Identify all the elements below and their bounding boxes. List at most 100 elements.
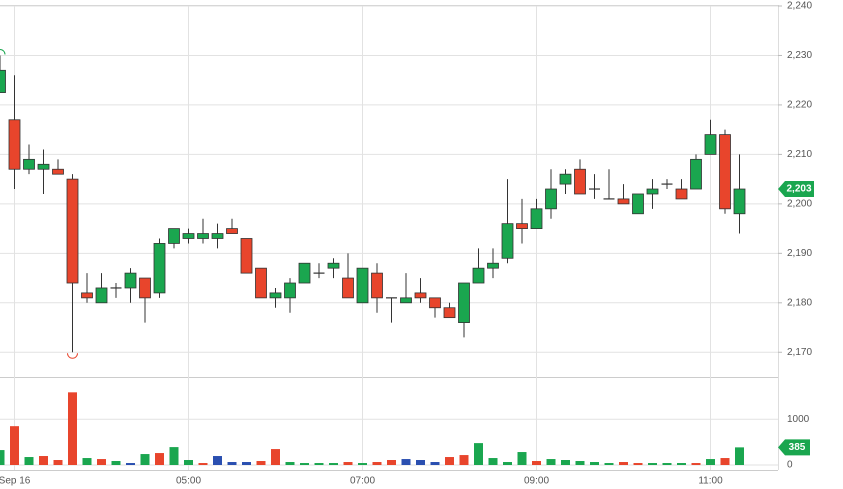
last-volume-label: 385: [789, 442, 806, 453]
y-tick-label: 2,180: [787, 297, 812, 308]
candle-body: [240, 238, 253, 274]
volume-bar: [227, 462, 237, 465]
candle-body: [356, 267, 369, 304]
y-tick-label: 2,210: [787, 149, 812, 160]
y-tick-label: 2,220: [787, 100, 812, 111]
candle-body: [574, 168, 586, 195]
candle-body: [342, 277, 354, 299]
candle-body: [632, 193, 644, 215]
volume-bar: [372, 462, 382, 465]
y-tick-label: 2,230: [787, 50, 812, 61]
volume-bar: [300, 463, 309, 465]
volume-bar: [242, 462, 251, 465]
candle-body: [617, 198, 630, 205]
candle-body: [719, 134, 731, 210]
volume-bar: [198, 463, 208, 465]
volume-bar: [691, 463, 701, 465]
candle-body: [516, 223, 528, 230]
candle-body: [298, 262, 311, 284]
candle-body: [37, 163, 50, 170]
candle-body: [733, 188, 746, 215]
candle-body: [81, 292, 93, 299]
candle-body: [501, 223, 514, 259]
volume-bar: [169, 447, 179, 465]
candle-body: [690, 158, 702, 190]
candle-body: [66, 178, 79, 284]
candle-body: [52, 168, 64, 175]
candle-body: [371, 272, 383, 299]
candle-body: [284, 282, 296, 299]
x-tick-label: 11:00: [698, 476, 723, 487]
y-tick-label: 1000: [787, 414, 810, 425]
volume-bar: [213, 456, 222, 465]
last-price-badge: [778, 181, 814, 198]
volume-bar: [517, 452, 527, 465]
volume-bar: [24, 457, 34, 465]
volume-bar: [416, 460, 425, 465]
last-volume-badge: [778, 439, 810, 456]
candle-body: [545, 188, 557, 210]
volume-bar: [401, 459, 411, 465]
high-marker: [0, 49, 6, 55]
y-tick-label: 2,170: [787, 347, 812, 358]
volume-bar: [314, 463, 324, 465]
candle-body: [458, 282, 470, 323]
volume-bar: [329, 463, 338, 465]
volume-bar: [590, 462, 599, 465]
volume-bar: [126, 463, 135, 465]
volume-bar: [604, 463, 614, 465]
candle-body: [646, 188, 659, 195]
volume-bar: [111, 461, 121, 465]
candle-body: [182, 233, 195, 239]
volume-bar: [97, 459, 106, 465]
volume-bar: [575, 461, 585, 465]
volume-bar: [532, 461, 541, 465]
candle-body: [168, 228, 180, 244]
volume-bar: [430, 462, 440, 465]
volume-bar: [677, 463, 686, 465]
volume-bar: [662, 463, 672, 465]
volume-bar: [546, 459, 556, 465]
candle-body: [704, 134, 717, 155]
volume-bar: [140, 454, 150, 465]
candle-body: [443, 307, 456, 319]
candle-body: [211, 233, 224, 239]
y-tick-label: 0: [787, 460, 793, 471]
volume-bar: [184, 460, 193, 465]
volume-bar: [474, 443, 483, 465]
candle-body: [429, 297, 441, 309]
y-tick-label: 2,200: [787, 199, 812, 210]
candle-body: [197, 233, 209, 239]
candle-body: [487, 262, 499, 269]
y-tick-label: 2,190: [787, 248, 812, 259]
volume-bar: [648, 463, 657, 465]
volume-bar: [256, 461, 266, 465]
candle-body: [675, 188, 688, 200]
x-tick-label: 05:00: [176, 476, 201, 487]
volume-bar: [633, 463, 643, 465]
volume-bar: [488, 458, 498, 465]
candle-body: [153, 243, 166, 294]
volume-bar: [155, 453, 164, 465]
candle-body: [8, 119, 21, 170]
candle-body: [400, 297, 412, 304]
volume-bar: [706, 459, 715, 465]
low-marker: [67, 353, 78, 359]
candle-body: [124, 272, 137, 289]
volume-bar: [720, 458, 730, 465]
volume-bar: [10, 426, 19, 465]
x-tick-label: 07:00: [350, 476, 375, 487]
candle-body: [255, 267, 267, 299]
candle-body: [472, 267, 485, 284]
candle-body: [139, 277, 151, 299]
candle-body: [226, 228, 238, 234]
volume-bar: [68, 392, 77, 465]
last-price-label: 2,203: [786, 184, 811, 195]
volume-bar: [271, 449, 280, 465]
candle-body: [0, 69, 6, 93]
candle-body: [530, 208, 543, 230]
volume-bar: [387, 460, 396, 465]
volume-bar: [503, 462, 512, 465]
volume-bar: [561, 460, 570, 465]
